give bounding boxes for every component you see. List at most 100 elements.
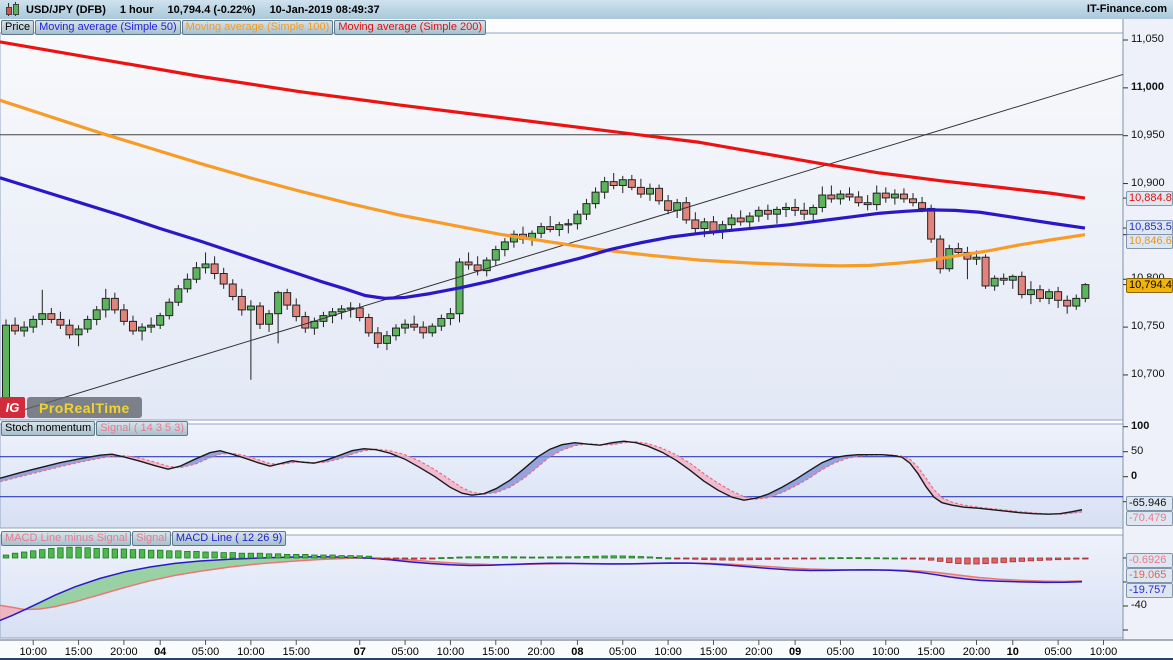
ma50-badge-button[interactable]: Moving average (Simple 50) (35, 20, 181, 35)
candle (201, 252, 210, 274)
candle (809, 204, 818, 222)
macd-signal-button[interactable]: Signal (132, 531, 171, 546)
macd-hist-bar (2, 554, 10, 559)
time-axis-label: 04 (154, 646, 167, 658)
price-badge-button[interactable]: Price (1, 20, 35, 35)
time-axis-label: 10:00 (19, 646, 47, 658)
candle (800, 202, 809, 220)
macd-hist-bar (193, 551, 200, 559)
ma100-badge-button[interactable]: Moving average (Simple 100) (181, 20, 334, 35)
macd-hist-bar (964, 557, 971, 565)
candle (11, 317, 20, 335)
candle (936, 235, 945, 274)
macd-hist-bar (583, 556, 590, 559)
candle (274, 290, 283, 344)
macd-main-line[interactable] (0, 556, 1083, 622)
ascending-trendline[interactable] (0, 73, 1124, 418)
macd-hist-bar (401, 557, 409, 560)
time-axis-label: 20:00 (110, 646, 138, 658)
ma50-line[interactable] (0, 176, 1086, 300)
ma200-badge-button[interactable]: Moving average (Simple 200) (334, 20, 487, 35)
candle (827, 185, 836, 203)
candle (355, 303, 364, 322)
candle (92, 306, 101, 326)
macd-hist-bar (737, 557, 744, 561)
stoch-axis-label: 0 (1131, 469, 1138, 482)
candle (591, 187, 600, 209)
macd-hist-bar (265, 553, 273, 559)
symbol-label: USD/JPY (DFB) (26, 3, 106, 16)
macd-line-button[interactable]: MACD Line ( 12 26 9) (171, 531, 287, 546)
timeframe-label: 1 hour (119, 3, 154, 16)
macd-hist-bar (1036, 557, 1044, 561)
candle (301, 311, 310, 333)
macd-hist-bar (565, 556, 572, 559)
macd-hist-bar (147, 549, 155, 559)
candle (1054, 286, 1063, 308)
candle (691, 212, 700, 234)
candle (791, 198, 800, 217)
ma200-line[interactable] (0, 40, 1086, 200)
candle (101, 288, 110, 318)
candle (437, 314, 446, 331)
time-axis-label: 10:00 (654, 646, 682, 658)
macd-hist-bar (1054, 557, 1062, 561)
chart-canvas[interactable] (0, 19, 1173, 660)
prorealtime-logo: IG ProRealTime (0, 397, 142, 418)
time-axis-label: 20:00 (745, 646, 773, 658)
macd-hist-bar (438, 557, 445, 560)
macd-hist-bar (801, 557, 808, 560)
macd-hist-bar (356, 555, 363, 559)
candle (546, 216, 555, 233)
candle (736, 210, 745, 226)
macd-hist-bar (655, 557, 663, 559)
stoch-axis-label: 100 (1131, 419, 1150, 432)
macd-hist-bar (855, 557, 862, 560)
macd-hist-bar (701, 557, 708, 560)
candle (872, 185, 881, 211)
macd-hist-bar (157, 549, 164, 559)
macd-hist-bar (420, 557, 427, 560)
macd-hist-bar (828, 557, 835, 560)
stoch-main-line[interactable] (0, 440, 1083, 515)
candle (745, 212, 754, 228)
stoch-signal-button[interactable]: Signal ( 14 3 5 3) (96, 421, 188, 436)
ma100-line[interactable] (0, 98, 1086, 268)
macd-hist-bar (11, 552, 19, 559)
candle (83, 315, 92, 333)
stoch-signal-line[interactable] (0, 441, 1083, 515)
macd-hist-bar (102, 548, 109, 559)
macd-hist-bar (873, 557, 880, 560)
macd-header: MACD Line minus Signal Signal MACD Line … (1, 531, 287, 546)
candle (401, 319, 410, 334)
candle (899, 188, 908, 203)
macd-hist-button[interactable]: MACD Line minus Signal (1, 531, 132, 546)
trend-lines (0, 73, 1124, 418)
panel-backgrounds (0, 19, 1173, 660)
macd-hist-bar (57, 547, 64, 559)
candle (364, 313, 373, 337)
macd-hist-bar (365, 555, 372, 559)
macd-hist-bar (973, 557, 980, 565)
candle (618, 175, 627, 194)
candle (210, 256, 219, 280)
candle (863, 195, 872, 211)
macd-hist-bar (927, 557, 935, 561)
time-axis-label: 20:00 (527, 646, 555, 658)
macd-hist-bar (501, 556, 509, 559)
macd-hist-bar (710, 557, 717, 561)
candle (981, 254, 990, 289)
stoch-title-button[interactable]: Stoch momentum (1, 421, 96, 436)
candle (655, 184, 664, 205)
prorealtime-label: ProRealTime (27, 397, 142, 418)
macd-hist-bar (547, 556, 554, 559)
candle (292, 298, 301, 322)
candle (119, 304, 128, 326)
candle (836, 190, 845, 205)
macd-hist-bar (1064, 557, 1071, 560)
candle (183, 273, 192, 293)
macd-hist-bar (900, 557, 908, 560)
macd-hist-bar (456, 556, 463, 559)
macd-hist-bar (746, 557, 753, 561)
time-axis-label: 15:00 (282, 646, 310, 658)
